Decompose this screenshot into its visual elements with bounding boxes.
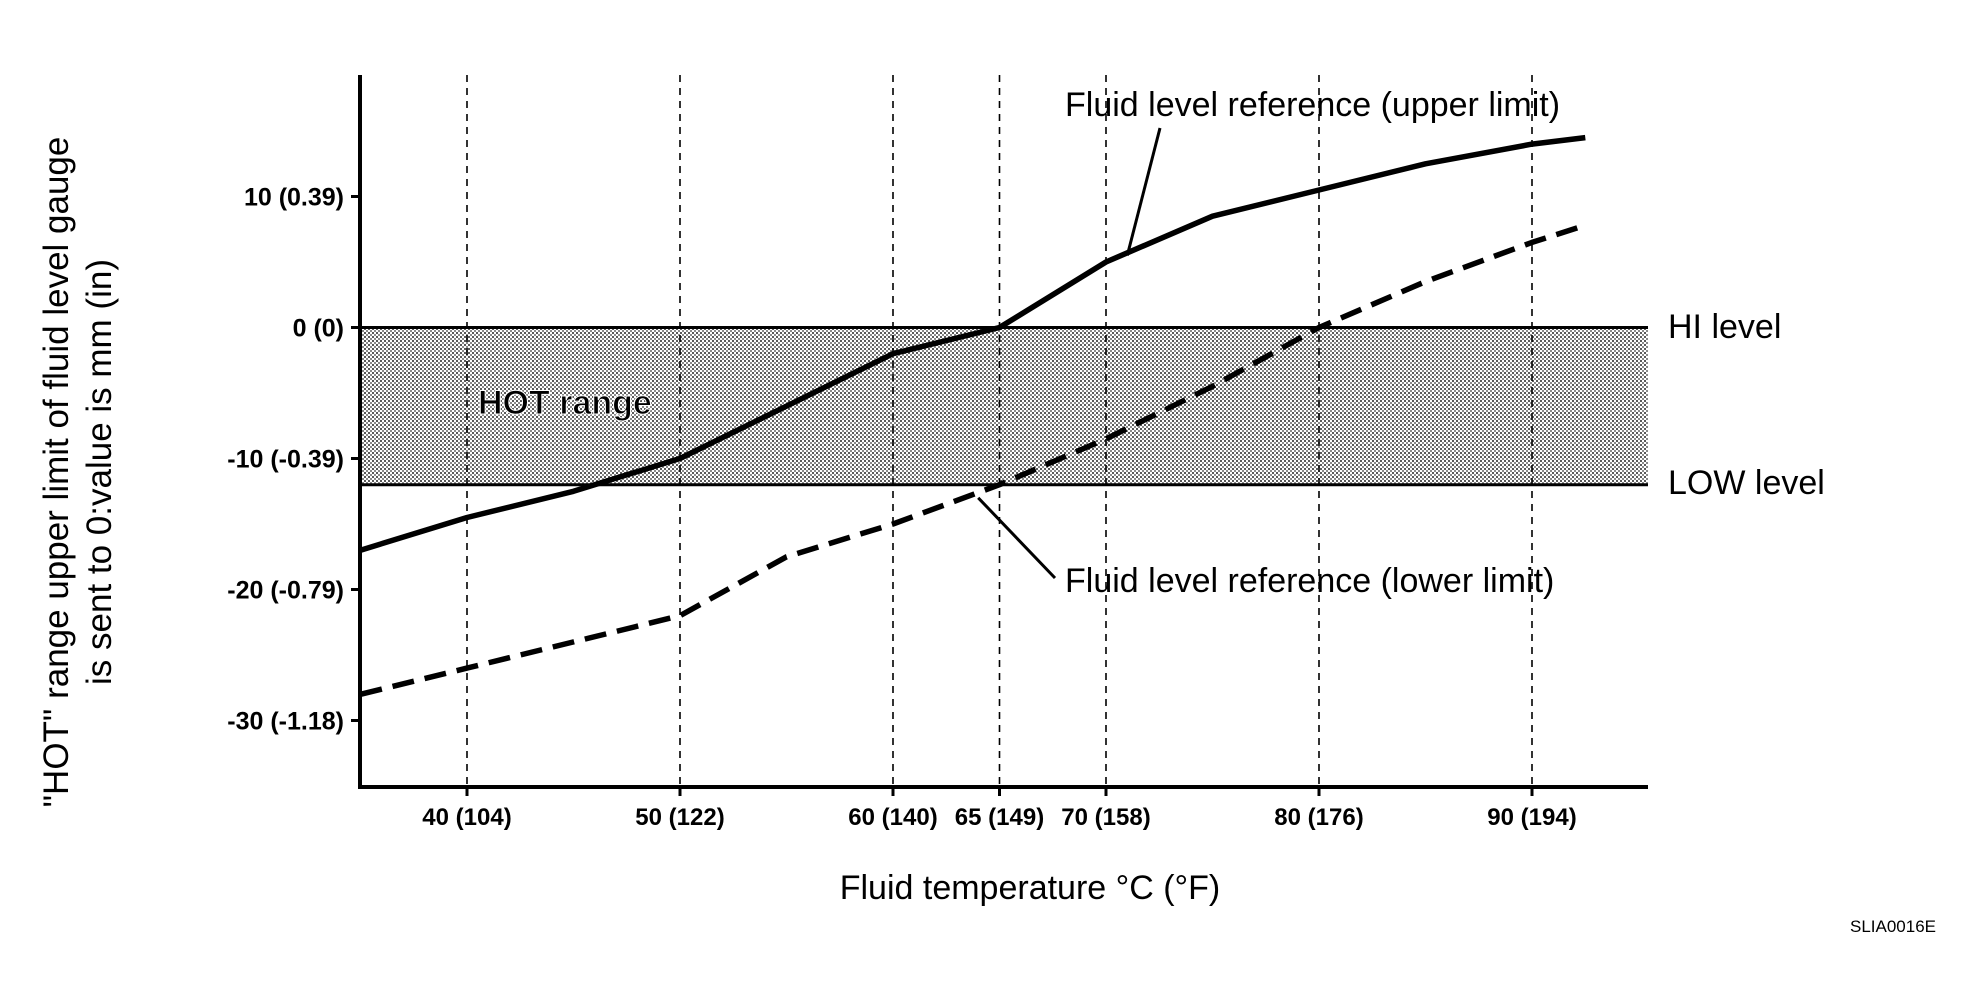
y-axis-label: "HOT" range upper limit of fluid level g… bbox=[37, 137, 119, 808]
x-tick-label: 65 (149) bbox=[955, 804, 1044, 831]
x-tick-label: 80 (176) bbox=[1274, 804, 1363, 831]
y-tick-label: -10 (-0.39) bbox=[227, 446, 344, 474]
low-level-label: LOW level bbox=[1668, 464, 1825, 502]
series-line-lower-limit bbox=[359, 222, 1587, 697]
lower-limit-annotation: Fluid level reference (lower limit) bbox=[1065, 562, 1554, 600]
y-tick-label: 0 (0) bbox=[293, 315, 344, 343]
series bbox=[359, 134, 1587, 697]
hot-range-label: HOT range bbox=[478, 384, 652, 422]
x-tick-label: 50 (122) bbox=[635, 804, 724, 831]
y-tick-label: -20 (-0.79) bbox=[227, 577, 344, 605]
x-tick-label: 40 (104) bbox=[422, 804, 511, 831]
y-tick-label: 10 (0.39) bbox=[244, 184, 344, 212]
upper-limit-annotation: Fluid level reference (upper limit) bbox=[1065, 86, 1560, 124]
x-ticks: 40 (104) 50 (122) 60 (140) 65 (149) 70 (158)… bbox=[422, 787, 1577, 831]
x-axis-label: Fluid temperature °C (°F) bbox=[840, 869, 1221, 907]
y-ticks: 10 (0.39) 0 (0) -10 (-0.39) -20 (-0.79) -30 … bbox=[227, 184, 360, 736]
x-tick-label: 60 (140) bbox=[848, 804, 937, 831]
hi-level-label: HI level bbox=[1668, 308, 1781, 346]
y-axis-label-line-1: "HOT" range upper limit of fluid level g… bbox=[37, 137, 76, 808]
upper-limit-leader-line bbox=[1125, 127, 1162, 256]
x-tick-label: 70 (158) bbox=[1061, 804, 1150, 831]
lower-limit-leader-line bbox=[977, 496, 1057, 580]
grid-lines bbox=[466, 75, 1533, 787]
x-tick-label: 90 (194) bbox=[1487, 804, 1576, 831]
y-tick-label: -30 (-1.18) bbox=[227, 708, 344, 736]
y-axis-label-line-2: is sent to 0:value is mm (in) bbox=[80, 259, 119, 685]
figure-id: SLIA0016E bbox=[1850, 917, 1936, 936]
hot-range-band bbox=[360, 327, 1648, 485]
series-line-upper-limit bbox=[359, 134, 1586, 553]
